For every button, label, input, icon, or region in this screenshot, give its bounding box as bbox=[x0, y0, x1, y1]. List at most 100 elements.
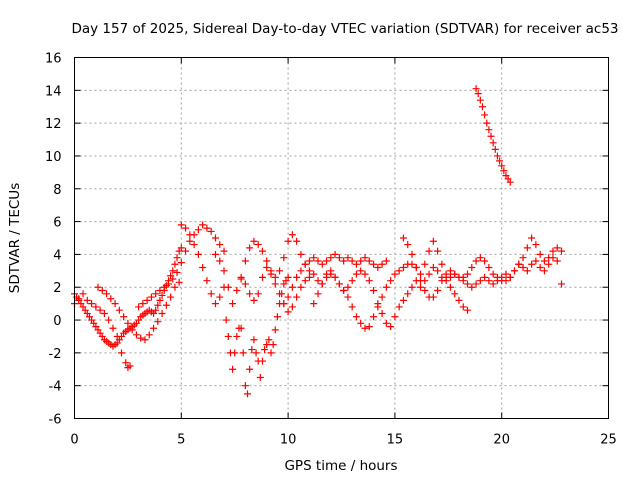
data-point bbox=[233, 287, 241, 295]
data-point bbox=[352, 260, 360, 268]
data-point bbox=[536, 250, 544, 258]
data-point bbox=[258, 247, 266, 255]
data-point bbox=[263, 257, 271, 265]
x-tick-label: 15 bbox=[387, 433, 404, 448]
data-point bbox=[301, 277, 309, 285]
y-tick-label: 0 bbox=[53, 314, 61, 329]
data-point bbox=[481, 111, 489, 119]
data-point bbox=[378, 309, 386, 317]
data-point bbox=[297, 267, 305, 275]
data-point bbox=[348, 257, 356, 265]
series-trace-h bbox=[280, 250, 390, 308]
series-trace-l bbox=[472, 85, 514, 186]
data-point bbox=[472, 85, 480, 93]
data-point bbox=[506, 178, 514, 186]
data-point bbox=[519, 254, 527, 262]
data-point bbox=[216, 241, 224, 249]
data-point bbox=[152, 306, 160, 314]
data-point bbox=[241, 280, 249, 288]
data-point bbox=[335, 280, 343, 288]
data-point bbox=[511, 267, 519, 275]
data-point bbox=[297, 283, 305, 291]
series-trace-f bbox=[211, 231, 313, 308]
data-point bbox=[237, 275, 245, 283]
data-point bbox=[352, 313, 360, 321]
data-point bbox=[425, 247, 433, 255]
data-point bbox=[128, 326, 136, 334]
data-point bbox=[487, 132, 495, 140]
series-trace-c bbox=[94, 278, 183, 344]
data-point bbox=[378, 260, 386, 268]
data-point bbox=[545, 260, 553, 268]
data-point bbox=[506, 273, 514, 281]
data-point bbox=[186, 237, 194, 245]
y-tick-label: 8 bbox=[53, 183, 61, 198]
grid bbox=[74, 57, 609, 419]
data-point bbox=[263, 264, 271, 272]
data-point bbox=[344, 293, 352, 301]
data-point bbox=[109, 324, 117, 332]
data-point bbox=[137, 334, 145, 342]
data-point bbox=[237, 324, 245, 332]
data-point bbox=[540, 267, 548, 275]
data-point bbox=[182, 247, 190, 255]
data-point bbox=[523, 244, 531, 252]
y-tick-label: 12 bbox=[45, 117, 62, 132]
data-point bbox=[122, 359, 130, 367]
data-point bbox=[549, 247, 557, 255]
data-point bbox=[357, 319, 365, 327]
data-point bbox=[331, 273, 339, 281]
data-point bbox=[263, 341, 271, 349]
data-point bbox=[451, 270, 459, 278]
data-point bbox=[220, 267, 228, 275]
data-point bbox=[293, 273, 301, 281]
data-point bbox=[241, 382, 249, 390]
data-point bbox=[327, 267, 335, 275]
data-point bbox=[310, 254, 318, 262]
data-point bbox=[211, 250, 219, 258]
data-point bbox=[464, 280, 472, 288]
data-point bbox=[399, 296, 407, 304]
data-point bbox=[476, 254, 484, 262]
data-point bbox=[169, 275, 177, 283]
data-point bbox=[478, 103, 486, 111]
data-point bbox=[241, 257, 249, 265]
data-point bbox=[256, 373, 264, 381]
data-point bbox=[314, 277, 322, 285]
data-point bbox=[370, 287, 378, 295]
data-point bbox=[276, 290, 284, 298]
data-point bbox=[528, 234, 536, 242]
data-point bbox=[323, 257, 331, 265]
data-point bbox=[224, 332, 232, 340]
data-point bbox=[391, 270, 399, 278]
data-point bbox=[417, 283, 425, 291]
data-point bbox=[483, 119, 491, 127]
data-point bbox=[94, 283, 102, 291]
x-tick-label: 10 bbox=[280, 433, 297, 448]
data-point bbox=[528, 260, 536, 268]
data-point bbox=[267, 349, 275, 357]
data-point bbox=[549, 254, 557, 262]
data-point bbox=[408, 260, 416, 268]
series-trace-b bbox=[71, 290, 134, 372]
data-point bbox=[167, 293, 175, 301]
data-point bbox=[182, 224, 190, 232]
data-point bbox=[271, 280, 279, 288]
y-tick-label: 10 bbox=[45, 150, 62, 165]
data-point bbox=[493, 152, 501, 160]
data-point bbox=[502, 270, 510, 278]
data-point bbox=[115, 306, 123, 314]
data-point bbox=[382, 319, 390, 327]
data-point bbox=[421, 277, 429, 285]
data-point bbox=[113, 332, 121, 340]
data-point bbox=[143, 296, 151, 304]
chart-title: Day 157 of 2025, Sidereal Day-to-day VTE… bbox=[71, 21, 618, 37]
data-point bbox=[222, 316, 230, 324]
series-trace-k bbox=[417, 254, 566, 291]
data-point bbox=[269, 341, 277, 349]
data-point bbox=[207, 227, 215, 235]
data-point bbox=[318, 280, 326, 288]
data-point bbox=[207, 290, 215, 298]
data-point bbox=[156, 287, 164, 295]
